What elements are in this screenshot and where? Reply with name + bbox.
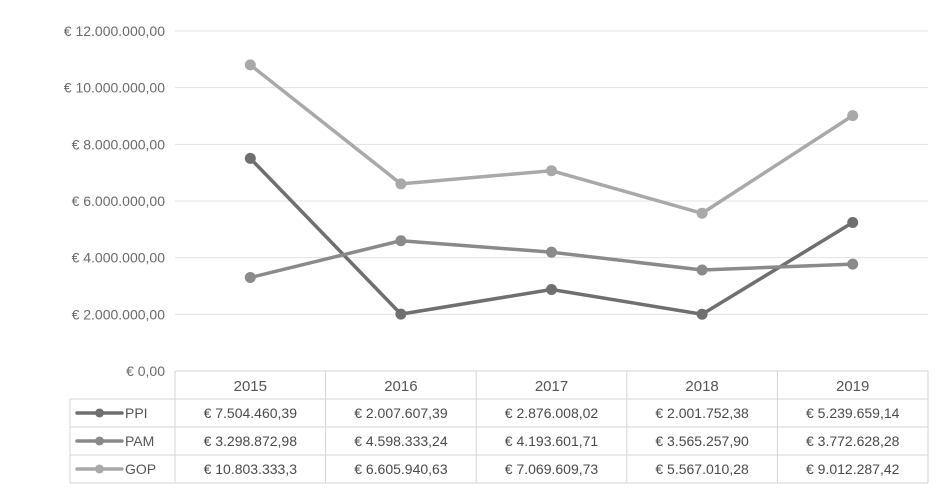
series-line-pam [248, 238, 855, 280]
gridlines [175, 30, 928, 315]
legend-label: PPI [125, 405, 148, 421]
data-table-cell: € 7.504.460,39 [204, 405, 298, 421]
data-point [847, 258, 859, 270]
legend-label: PAM [125, 433, 154, 449]
x-category-label: 2019 [836, 378, 869, 395]
y-tick-label: € 10.000.000,00 [64, 80, 165, 96]
data-table-cell: € 10.803.333,3 [204, 461, 298, 477]
series-markers [244, 59, 859, 320]
data-table-cell: € 5.239.659,14 [806, 405, 900, 421]
data-point [395, 308, 407, 320]
y-tick-label: € 0,00 [126, 363, 165, 379]
data-table-cell: € 2.876.008,02 [505, 405, 599, 421]
x-category-label: 2015 [234, 378, 267, 395]
data-point [546, 165, 557, 177]
x-category-label: 2017 [535, 378, 568, 395]
y-tick-label: € 12.000.000,00 [64, 23, 165, 39]
data-point [546, 246, 557, 258]
data-table-cell: € 7.069.609,73 [505, 461, 599, 477]
y-tick-label: € 4.000.000,00 [72, 250, 166, 266]
data-point [395, 235, 407, 247]
y-tick-label: € 2.000.000,00 [72, 306, 166, 322]
data-point [244, 59, 256, 71]
legend-key-marker [95, 464, 104, 474]
data-point [696, 264, 708, 276]
data-table-cell: € 2.001.752,38 [655, 405, 749, 421]
data-point [696, 207, 708, 219]
y-tick-label: € 8.000.000,00 [72, 136, 166, 152]
data-point [244, 152, 256, 164]
series-line-gop [248, 63, 855, 216]
data-table-cell: € 9.012.287,42 [806, 461, 900, 477]
y-tick-label: € 6.000.000,00 [72, 193, 166, 209]
data-point [696, 308, 708, 320]
y-axis-tick-labels: € 0,00 € 2.000.000,00 € 4.000.000,00 € 6.00… [64, 23, 165, 379]
data-table-cell: € 3.772.628,28 [806, 433, 900, 449]
data-point [847, 110, 859, 122]
data-point [546, 284, 557, 296]
data-table-cell: € 3.298.872,98 [204, 433, 298, 449]
legend-label: GOP [125, 461, 156, 477]
data-table-cell: € 4.598.333,24 [354, 433, 448, 449]
data-table-cell: € 3.565.257,90 [655, 433, 749, 449]
x-category-label: 2018 [685, 378, 718, 395]
legend-key-marker [95, 436, 104, 446]
data-table-cell: € 6.605.940,63 [354, 461, 448, 477]
data-table-cell: € 4.193.601,71 [505, 433, 599, 449]
data-point [244, 272, 256, 284]
legend-key-marker [95, 408, 104, 418]
series-lines [248, 63, 855, 317]
data-table-cell: € 5.567.010,28 [655, 461, 749, 477]
data-point [395, 178, 407, 190]
data-point [847, 217, 859, 229]
x-category-label: 2016 [384, 378, 417, 395]
data-table-cell: € 2.007.607,39 [354, 405, 448, 421]
data-table: 2015 2016 2017 2018 2019 PPI € 7.504.460,39 € 2… [69, 370, 929, 484]
